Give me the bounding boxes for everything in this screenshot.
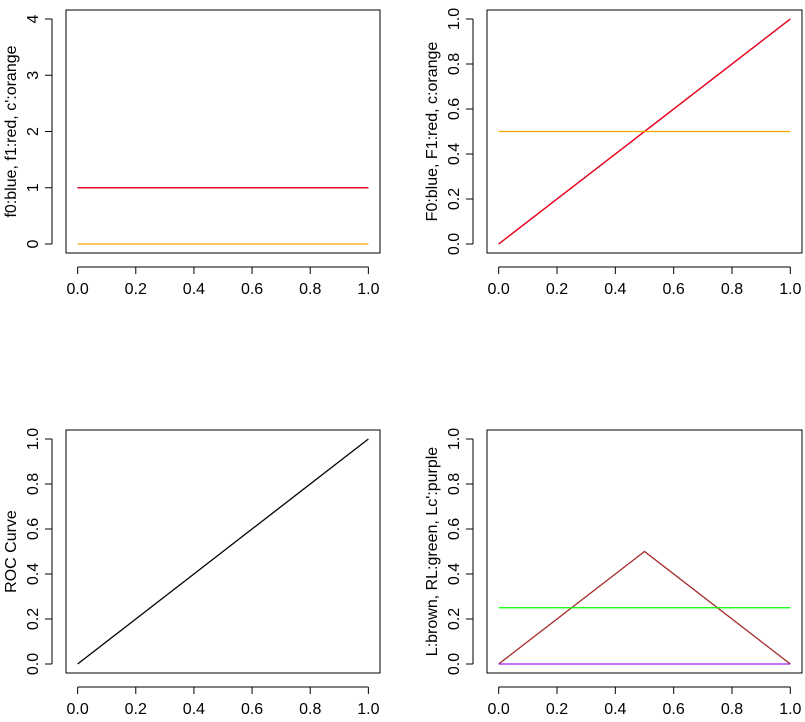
x-tick-label: 0.0 <box>488 281 510 298</box>
y-tick-label: 0.0 <box>446 653 463 675</box>
x-tick-label: 0.4 <box>604 701 626 717</box>
plot-frame <box>65 9 381 254</box>
y-tick-label: 0.0 <box>446 233 463 255</box>
x-tick-label: 0.8 <box>721 281 743 298</box>
chart-panel-3: 0.0 0.2 0.4 0.6 0.8 1.0 0.0 0.2 0.4 0.6 0.8 1.0 ROC … <box>3 428 381 718</box>
y-tick-label: 1.0 <box>25 428 42 450</box>
y-tick-label: 0.4 <box>446 563 463 585</box>
x-tick-label: 0.6 <box>241 701 263 717</box>
x-tick-label: 0.2 <box>125 281 147 298</box>
series-line-1 <box>498 550 791 665</box>
y-tick-label: 0.2 <box>25 608 42 630</box>
x-tick-label: 0.6 <box>241 281 263 298</box>
x-tick-label: 1.0 <box>779 281 801 298</box>
y-tick-label: 0.8 <box>446 53 463 75</box>
y-tick-label: 0.0 <box>25 653 42 675</box>
x-tick-label: 0.0 <box>67 281 89 298</box>
y-tick-label: 1 <box>25 183 42 192</box>
x-tick-label: 0.8 <box>299 701 321 717</box>
y-tick-label: 0.6 <box>446 518 463 540</box>
x-tick-label: 1.0 <box>357 281 379 298</box>
x-tick-label: 0.2 <box>546 701 568 717</box>
y-axis-title: ROC Curve <box>3 510 20 593</box>
chart-panel-4: 0.0 0.2 0.4 0.6 0.8 1.0 0.0 0.2 0.4 0.6 0.8 1.0 L:br… <box>424 428 803 718</box>
y-tick-label: 0.8 <box>446 473 463 495</box>
y-tick-label: 0.4 <box>25 563 42 585</box>
y-tick-label: 1.0 <box>446 428 463 450</box>
x-tick-label: 0.8 <box>721 701 743 717</box>
y-tick-label: 4 <box>25 14 42 23</box>
y-tick-label: 3 <box>25 71 42 80</box>
y-tick-label: 1.0 <box>446 8 463 30</box>
y-tick-label: 0.2 <box>446 608 463 630</box>
series-line-1 <box>77 438 369 665</box>
plot-frame <box>486 429 803 674</box>
y-tick-label: 0 <box>25 239 42 248</box>
x-tick-label: 0.2 <box>125 701 147 717</box>
y-tick-label: 0.2 <box>446 188 463 210</box>
y-tick-label: 0.4 <box>446 143 463 165</box>
x-tick-label: 0.4 <box>183 281 205 298</box>
y-tick-label: 2 <box>25 127 42 136</box>
plot-frame <box>486 9 803 254</box>
x-tick-label: 1.0 <box>357 701 379 717</box>
y-axis-title: L:brown, RL:green, Lc':purple <box>424 447 441 657</box>
chart-panel-1: 0.0 0.2 0.4 0.6 0.8 1.0 0 1 2 3 4 f0:blue, f1:red, … <box>3 9 381 298</box>
x-tick-label: 0.0 <box>67 701 89 717</box>
x-tick-label: 0.4 <box>604 281 626 298</box>
x-tick-label: 0.0 <box>488 701 510 717</box>
y-tick-label: 0.8 <box>25 473 42 495</box>
y-axis-title: F0:blue, F1:red, c:orange <box>424 42 441 222</box>
x-tick-label: 0.6 <box>663 281 685 298</box>
chart-panel-2: 0.0 0.2 0.4 0.6 0.8 1.0 0.0 0.2 0.4 0.6 0.8 1.0 F0:b… <box>424 8 803 298</box>
plot-frame <box>65 429 381 674</box>
x-tick-label: 0.6 <box>663 701 685 717</box>
y-tick-label: 0.6 <box>446 98 463 120</box>
x-tick-label: 0.8 <box>299 281 321 298</box>
x-tick-label: 0.2 <box>546 281 568 298</box>
y-tick-label: 0.6 <box>25 518 42 540</box>
x-tick-label: 1.0 <box>779 701 801 717</box>
y-axis-title: f0:blue, f1:red, c':orange <box>3 45 20 217</box>
x-tick-label: 0.4 <box>183 701 205 717</box>
